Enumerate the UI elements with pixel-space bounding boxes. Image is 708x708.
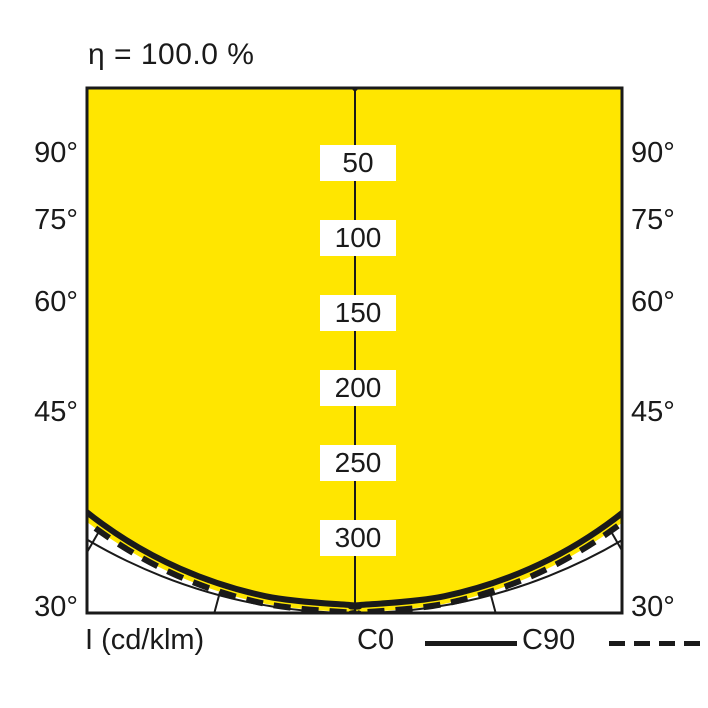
chart-legend: I (cd/klm) C0 C90 — [85, 622, 701, 664]
efficiency-title: η = 100.0 % — [88, 38, 255, 71]
axis-label-right-30: 30° — [631, 591, 675, 623]
intensity-unit-label: I (cd/klm) — [85, 624, 205, 656]
axis-label-left-45: 45° — [34, 396, 78, 428]
legend-label-c90: C90 — [522, 624, 576, 656]
axis-label-left-90: 90° — [34, 137, 78, 169]
axis-label-right-45: 45° — [631, 396, 675, 428]
legend-swatch-c0-solid — [425, 641, 517, 646]
axis-label-left-60: 60° — [34, 286, 78, 318]
axis-label-right-75: 75° — [631, 204, 675, 236]
axis-label-left-30: 30° — [34, 591, 78, 623]
axis-label-left-75: 75° — [34, 204, 78, 236]
axis-label-right-90: 90° — [631, 137, 675, 169]
radial-tick-label-200: 200 — [320, 370, 396, 406]
legend-label-c0: C0 — [357, 624, 395, 656]
radial-tick-label-150: 150 — [320, 295, 396, 331]
radial-tick-label-100: 100 — [320, 220, 396, 256]
legend-swatch-c90-dashed — [609, 641, 701, 646]
radial-tick-label-300: 300 — [320, 520, 396, 556]
radial-tick-label-250: 250 — [320, 445, 396, 481]
radial-tick-label-50: 50 — [320, 145, 396, 181]
axis-label-right-60: 60° — [631, 286, 675, 318]
